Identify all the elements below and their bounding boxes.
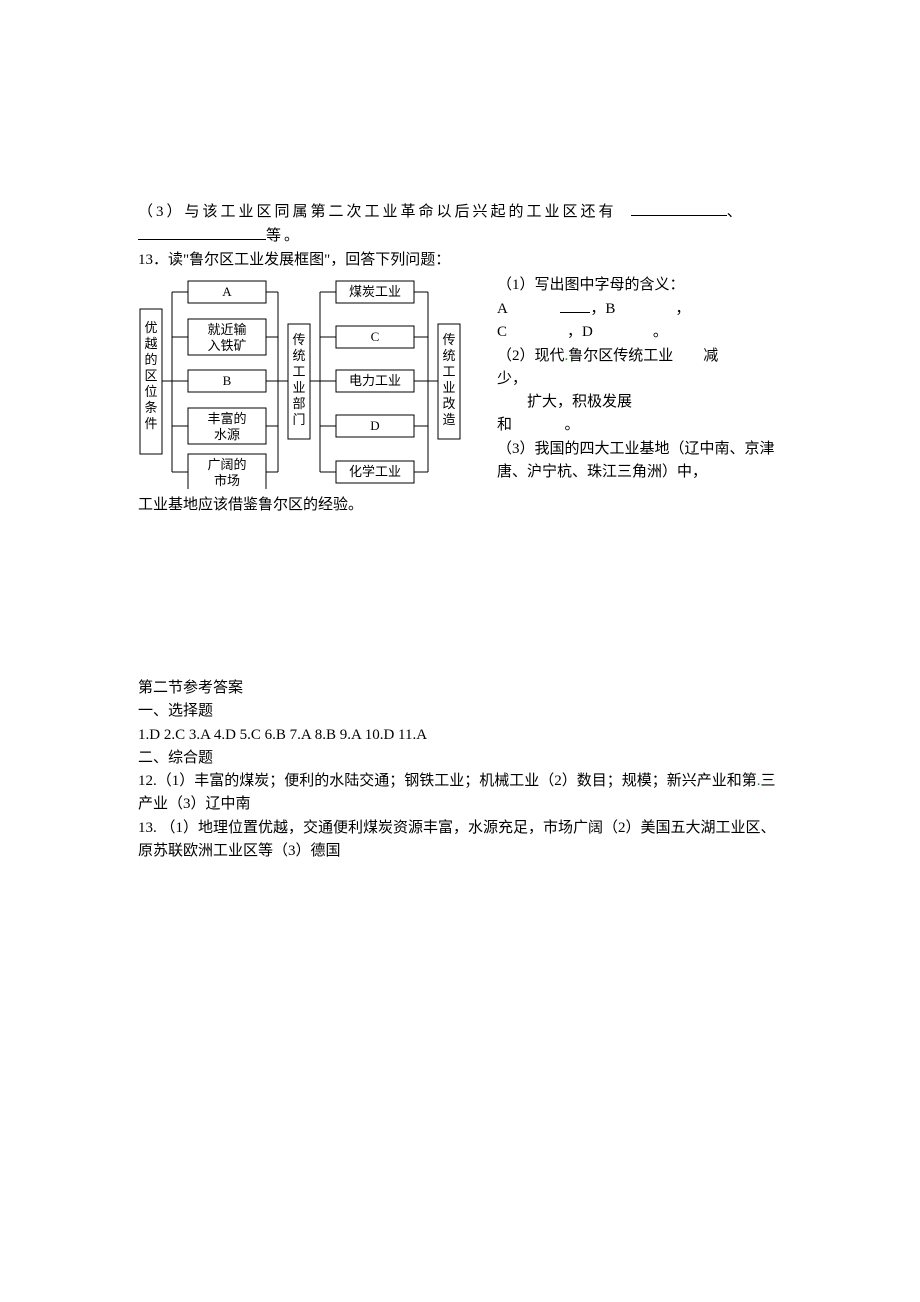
q13-1-D: ，D (567, 324, 593, 340)
q13-2-l3: 扩大，积极发展 (497, 391, 785, 414)
svg-text:部: 部 (292, 396, 305, 411)
q13-after: 工业基地应该借鉴鲁尔区的经验。 (138, 494, 785, 517)
q13-1-B-post: ， (675, 301, 690, 317)
svg-text:件: 件 (144, 416, 157, 431)
q13-intro: 13．读"鲁尔区工业发展框图"，回答下列问题： (138, 249, 785, 272)
svg-text:A: A (222, 284, 232, 299)
svg-text:优: 优 (144, 320, 157, 335)
q13-1-A: A (497, 301, 508, 317)
svg-text:C: C (371, 329, 380, 344)
svg-text:入铁矿: 入铁矿 (207, 338, 246, 353)
svg-text:统: 统 (442, 348, 455, 363)
q13-1-C: C (497, 324, 507, 340)
q12-3-tail: 等。 (266, 228, 302, 244)
svg-text:市场: 市场 (214, 473, 240, 488)
q13-1-cd: C ，D 。 (497, 321, 785, 344)
answers-sec2: 二、综合题 (138, 747, 785, 770)
q12-3-prefix: （3）与该工业区同属第二次工业革命以后兴起的工业区还有 (138, 204, 617, 220)
answers-mc: 1.D 2.C 3.A 4.D 5.C 6.B 7.A 8.B 9.A 10.D… (138, 724, 785, 747)
svg-text:业: 业 (442, 380, 455, 395)
svg-text:B: B (223, 373, 232, 388)
q13-2-l4: 和 。 (497, 414, 785, 437)
q13-3: （3）我国的四大工业基地（辽中南、京津唐、沪宁杭、珠江三角洲）中， (497, 438, 785, 485)
svg-text:工: 工 (292, 364, 305, 379)
q13-2-l1: （2）现代.鲁尔区传统工业 减 (497, 345, 785, 368)
svg-text:D: D (370, 418, 379, 433)
svg-text:广阔的: 广阔的 (207, 457, 246, 472)
q12-3-line: （3）与该工业区同属第二次工业革命以后兴起的工业区还有 、 (138, 200, 785, 224)
q13-2-l3a: 扩大，积极发展 (527, 394, 632, 410)
q13-1-A-blank (560, 297, 590, 313)
svg-text:条: 条 (144, 400, 157, 415)
answers-12: 12.（1）丰富的煤炭；便利的水陆交通；钢铁工业；机械工业（2）数目；规模；新兴… (138, 770, 785, 817)
q13-2-l4b: 。 (565, 417, 580, 433)
q12-3-blank (631, 200, 727, 216)
answers-sec1: 一、选择题 (138, 700, 785, 723)
svg-text:区: 区 (144, 368, 157, 383)
q13-2-tail1: 减 (703, 348, 718, 364)
svg-text:造: 造 (442, 412, 455, 427)
q13-1-D-post: 。 (653, 324, 668, 340)
q12-3-suffix: 、 (727, 204, 745, 220)
svg-text:煤炭工业: 煤炭工业 (349, 284, 401, 299)
svg-text:传: 传 (292, 332, 305, 347)
answers-13: 13. （1）地理位置优越，交通便利煤炭资源丰富，水源充足，市场广阔（2）美国五… (138, 817, 785, 864)
q13-2-l4a: 和 (497, 417, 512, 433)
svg-text:传: 传 (442, 332, 455, 347)
q13-2-l2: 少， (497, 368, 785, 391)
q13-2-mid1: 鲁尔区传统工业 (568, 348, 673, 364)
svg-text:化学工业: 化学工业 (349, 464, 401, 479)
q12-3-blank2 (138, 224, 266, 240)
answers-title: 第二节参考答案 (138, 677, 785, 700)
svg-text:位: 位 (144, 384, 157, 399)
svg-text:统: 统 (292, 348, 305, 363)
svg-text:业: 业 (292, 380, 305, 395)
svg-text:水源: 水源 (214, 427, 240, 442)
ruhr-diagram: 优 越 的 区 位 条 件 A 就近输 入铁矿 (138, 274, 483, 489)
q13-1-head: （1）写出图中字母的含义： (497, 274, 785, 297)
q13-1-ab: A ，B ， (497, 297, 785, 321)
svg-text:门: 门 (292, 412, 305, 427)
svg-text:电力工业: 电力工业 (349, 373, 401, 388)
answers-12-pre: 12.（1）丰富的煤炭；便利的水陆交通；钢铁工业；机械工业（2）数目；规模；新兴… (138, 773, 757, 789)
diagram-container: 优 越 的 区 位 条 件 A 就近输 入铁矿 (138, 274, 483, 494)
svg-text:丰富的: 丰富的 (207, 411, 246, 426)
q13-2-head: （2）现代 (497, 348, 565, 364)
svg-text:改: 改 (442, 396, 455, 411)
q13-1-B: ，B (590, 301, 615, 317)
svg-text:工: 工 (442, 364, 455, 379)
svg-text:越: 越 (144, 336, 157, 351)
svg-text:就近输: 就近输 (207, 322, 246, 337)
svg-text:的: 的 (144, 352, 157, 367)
